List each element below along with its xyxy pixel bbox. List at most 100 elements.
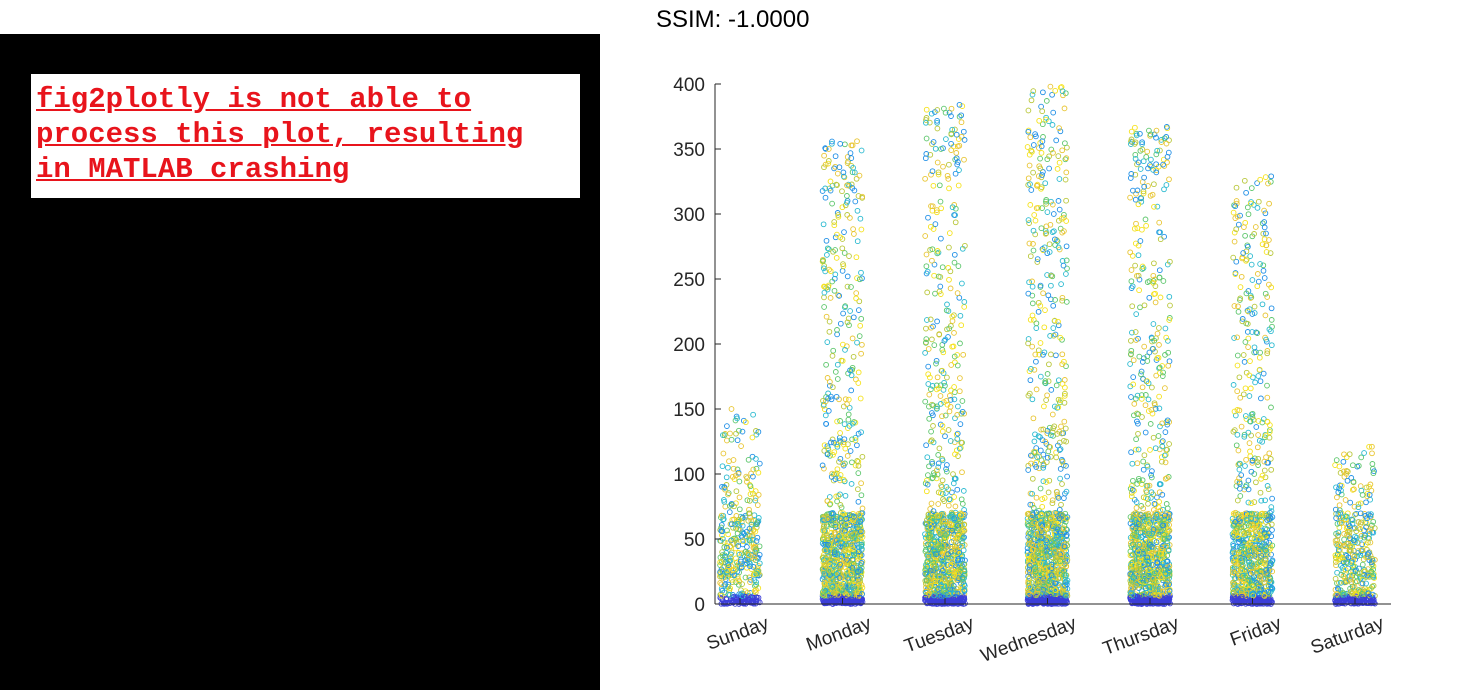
data-point <box>1038 184 1045 191</box>
data-point <box>1025 175 1032 182</box>
data-point <box>726 557 732 564</box>
data-point <box>752 495 759 501</box>
data-point <box>1050 302 1057 309</box>
data-point <box>733 555 739 562</box>
data-point <box>857 322 864 329</box>
data-point <box>858 350 864 357</box>
data-point <box>922 350 928 356</box>
data-point <box>934 159 941 166</box>
data-point <box>1025 217 1032 223</box>
data-point <box>1166 176 1172 183</box>
data-point <box>747 491 754 498</box>
data-point <box>829 436 836 443</box>
data-point <box>922 175 928 182</box>
data-point <box>1148 156 1154 163</box>
data-point <box>752 543 759 550</box>
data-point <box>954 430 961 437</box>
data-point <box>1062 384 1068 391</box>
data-point <box>722 599 729 606</box>
data-point <box>839 245 846 252</box>
data-point <box>951 330 957 336</box>
data-point <box>925 472 931 478</box>
data-point <box>841 229 847 235</box>
data-point <box>819 536 826 543</box>
data-point <box>751 517 757 524</box>
data-point <box>828 439 834 446</box>
data-point <box>852 198 859 205</box>
data-point <box>749 434 756 441</box>
data-point <box>825 160 832 167</box>
data-point <box>1033 325 1040 331</box>
data-point <box>1050 325 1057 331</box>
data-point <box>854 138 860 145</box>
data-point <box>740 538 746 545</box>
data-point <box>846 322 852 329</box>
data-point <box>727 430 733 437</box>
data-point <box>930 423 936 429</box>
data-point <box>1157 236 1164 243</box>
data-point <box>832 247 838 253</box>
data-point <box>859 193 866 200</box>
data-point <box>1128 267 1135 273</box>
data-point <box>824 375 831 381</box>
data-point <box>845 315 852 322</box>
data-point <box>729 579 736 585</box>
data-point <box>929 257 935 264</box>
data-point <box>853 175 860 182</box>
data-point <box>955 403 961 410</box>
data-point <box>826 266 832 273</box>
data-point <box>726 592 733 598</box>
data-point <box>834 361 841 368</box>
data-point <box>837 418 843 424</box>
data-point <box>719 463 726 470</box>
data-point <box>746 525 753 532</box>
data-point <box>742 557 749 563</box>
data-point <box>821 465 827 472</box>
data-point <box>1058 501 1064 508</box>
data-point <box>755 491 762 498</box>
data-point <box>958 322 965 329</box>
data-point <box>819 540 826 547</box>
data-point <box>859 341 865 348</box>
data-point <box>728 406 735 412</box>
data-point <box>840 341 846 348</box>
data-point <box>1033 358 1039 365</box>
data-point <box>1063 243 1070 250</box>
data-point <box>745 456 752 463</box>
data-point <box>954 486 961 493</box>
data-point <box>1063 169 1070 176</box>
data-point <box>1141 343 1148 350</box>
data-point <box>1135 430 1141 437</box>
data-point <box>925 381 932 387</box>
data-point <box>755 469 762 476</box>
data-point <box>923 488 930 495</box>
data-point <box>834 376 841 382</box>
data-point <box>959 501 966 507</box>
data-point <box>849 335 856 342</box>
data-point <box>1164 505 1171 512</box>
data-point <box>831 219 838 225</box>
data-point <box>1156 342 1162 348</box>
data-point <box>752 488 759 494</box>
data-point <box>935 501 942 507</box>
data-point <box>742 593 749 600</box>
data-point <box>826 246 832 253</box>
data-point <box>844 273 851 280</box>
data-point <box>827 295 834 301</box>
data-point <box>1057 466 1064 472</box>
data-point <box>1166 358 1173 365</box>
data-point <box>1027 316 1034 323</box>
data-point <box>727 554 734 561</box>
data-point <box>925 363 932 370</box>
data-point <box>923 106 930 113</box>
data-point <box>1044 209 1051 215</box>
data-point <box>926 415 933 422</box>
data-point <box>729 473 736 480</box>
data-point <box>1029 475 1036 482</box>
data-point <box>1063 197 1069 204</box>
data-point <box>946 244 952 251</box>
data-point <box>1149 384 1155 391</box>
data-point <box>1031 438 1038 445</box>
data-point <box>1141 452 1148 459</box>
